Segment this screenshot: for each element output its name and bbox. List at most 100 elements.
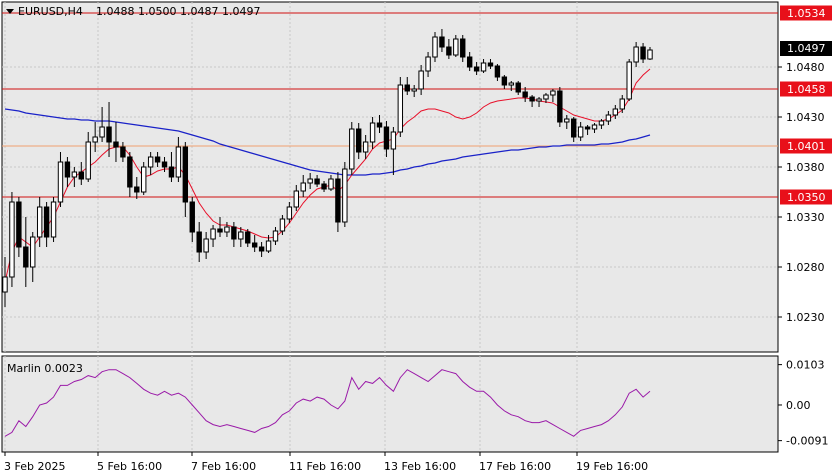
symbol-label: EURUSD,H4 (18, 5, 83, 18)
level-tag (780, 5, 832, 21)
candle (633, 42, 639, 67)
current-price-tag: 1.0497 (780, 41, 832, 56)
candle (404, 77, 410, 95)
price-tick-label: 1.0380 (786, 161, 825, 174)
candle (238, 227, 244, 247)
candle (265, 235, 272, 253)
candle (577, 122, 584, 141)
time-tick-label: 5 Feb 16:00 (97, 460, 162, 473)
candle (376, 115, 383, 133)
candle (134, 177, 140, 199)
candle (480, 59, 487, 73)
indicator-tick-label: 0.00 (786, 399, 811, 412)
level-tag (780, 189, 832, 205)
candle (550, 89, 556, 102)
candle (605, 111, 612, 125)
candle (64, 157, 71, 187)
level-tag-label: 1.0401 (787, 140, 826, 153)
candle (106, 102, 112, 157)
level-tag-label: 1.0350 (787, 191, 826, 204)
candle (439, 29, 445, 52)
candle (113, 122, 119, 162)
grid (2, 2, 778, 452)
candle (16, 197, 22, 257)
candle (50, 197, 57, 242)
price-tick-label: 1.0230 (786, 311, 825, 324)
candle (460, 35, 466, 62)
candle (245, 229, 251, 247)
candle (43, 202, 50, 247)
candle (210, 225, 216, 247)
level-tag-label: 1.0534 (787, 7, 826, 20)
candle (251, 235, 258, 252)
candle (203, 232, 209, 259)
candle (127, 152, 133, 197)
candle (494, 64, 501, 81)
candle (591, 123, 598, 133)
candle (272, 227, 279, 245)
price-tick-label: 1.0280 (786, 261, 825, 274)
level-tag (780, 138, 832, 154)
candle (335, 172, 341, 232)
time-tick-label: 17 Feb 16:00 (479, 460, 551, 473)
candle (397, 77, 404, 137)
candlesticks (2, 29, 653, 307)
candle (293, 185, 299, 211)
candle (508, 81, 514, 91)
candle (536, 97, 542, 107)
candle (598, 119, 605, 129)
price-tick-label: 1.0480 (786, 61, 825, 74)
candle (168, 152, 175, 182)
candle (619, 95, 625, 113)
candle (141, 162, 147, 195)
candle (362, 135, 369, 159)
level-tag (780, 81, 832, 97)
time-axis: 3 Feb 2025 5 Feb 16:00 7 Feb 16:00 11 Feb 1… (4, 452, 648, 473)
candle (383, 121, 390, 157)
candle (349, 122, 355, 175)
candle (217, 217, 223, 237)
indicator-tick-label: 0.0103 (786, 359, 825, 372)
candle (231, 222, 237, 247)
candle (189, 197, 195, 242)
candle (30, 232, 36, 282)
candle (99, 107, 105, 142)
candle (557, 87, 563, 127)
candle (71, 167, 78, 187)
time-tick-label: 11 Feb 16:00 (289, 460, 361, 473)
price-axis: 1.0480 1.0430 1.0380 1.0330 1.0280 1.0230 (778, 61, 825, 324)
candle (501, 75, 508, 89)
candle (390, 127, 397, 175)
candle (161, 157, 168, 172)
candle (23, 217, 29, 287)
marlin-label: Marlin 0.0023 (7, 362, 83, 375)
candle (196, 222, 202, 262)
candle (647, 47, 653, 60)
ohlc-values: 1.0488 1.0500 1.0487 1.0497 (96, 5, 260, 18)
candle (57, 152, 64, 207)
candle (120, 142, 126, 162)
ma-slow-line (4, 108, 651, 176)
indicator-axis: 0.0103 0.00 -0.0091 (778, 359, 828, 448)
candle (571, 117, 577, 142)
collapse-triangle-icon[interactable] (6, 9, 14, 14)
candle (279, 215, 286, 235)
candle (487, 59, 494, 69)
indicator-panel[interactable] (1, 355, 779, 453)
candle (328, 175, 334, 191)
candle (446, 39, 452, 59)
candle (369, 117, 376, 149)
candle (300, 175, 306, 197)
price-tick-label: 1.0430 (786, 111, 825, 124)
candle (307, 173, 313, 189)
candle (36, 197, 43, 247)
candle (515, 81, 521, 95)
candle (626, 59, 632, 101)
time-tick-label: 13 Feb 16:00 (384, 460, 456, 473)
main-panel[interactable] (1, 1, 779, 353)
candle (356, 123, 362, 159)
candle (92, 122, 98, 152)
candle (425, 52, 431, 77)
candle (640, 43, 646, 63)
